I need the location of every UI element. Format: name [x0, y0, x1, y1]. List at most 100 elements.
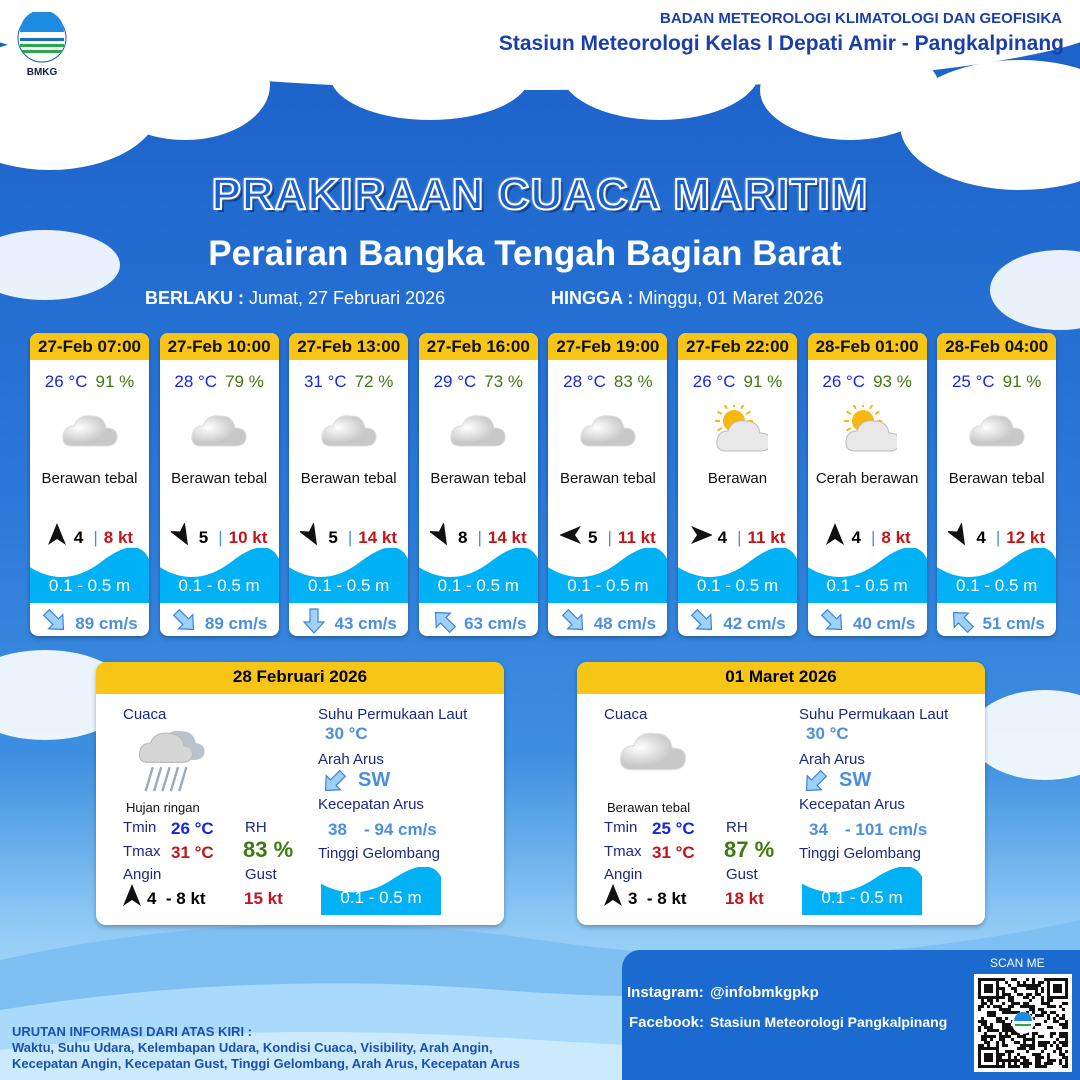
organization-name: BADAN METEOROLOGI KLIMATOLOGI DAN GEOFIS…: [660, 10, 1062, 27]
footer-social: Instagram: @infobmkgpkp Facebook: Stasiu…: [622, 950, 1080, 1080]
wave-height: 0.1 - 0.5 m: [696, 576, 779, 595]
gust-speed: 8 kt: [103, 527, 134, 547]
wave-height: 0.1 - 0.5 m: [340, 888, 422, 907]
station-name: Stasiun Meteorologi Kelas I Depati Amir …: [498, 32, 1064, 55]
current-direction-icon: [300, 607, 328, 636]
humidity: 79 %: [225, 372, 264, 391]
wave-graphic: [678, 547, 797, 603]
daily-panel: 01 Maret 2026 Cuaca Berawan tebal Tmin 2…: [577, 662, 985, 925]
gust-speed: 11 kt: [617, 527, 656, 547]
qr-code-icon[interactable]: [974, 974, 1072, 1072]
current-direction-icon: [560, 607, 588, 636]
wind-direction-icon: [168, 521, 193, 552]
scan-me-label: SCAN ME: [990, 956, 1045, 970]
partly-cloudy-icon: [678, 398, 797, 460]
current-speed-label: Kecepatan Arus: [799, 796, 905, 813]
current-speed-max: - 94 cm/s: [364, 820, 437, 839]
gust-value: 18 kt: [725, 889, 764, 908]
facebook-label: Facebook:: [629, 1014, 705, 1031]
temperature: 26 °C: [822, 372, 866, 391]
gust-label: Gust: [726, 866, 758, 883]
forecast-card: 28-Feb 04:00 25 °C 91 % Berawan tebal 4 | 1…: [937, 333, 1057, 636]
divider: |: [607, 527, 612, 547]
sst-value: 30 °C: [806, 724, 849, 743]
wind-speed: 4: [717, 527, 728, 547]
current-direction-icon: [948, 607, 976, 636]
tmax-label: Tmax: [604, 843, 642, 860]
gust-speed: 14 kt: [358, 527, 397, 547]
facebook-page[interactable]: Stasiun Meteorologi Pangkalpinang: [710, 1014, 948, 1030]
cloud-icon: [160, 398, 279, 460]
cloud-icon: [548, 398, 667, 460]
valid-to-value: Minggu, 01 Maret 2026: [638, 288, 824, 308]
wave-graphic: [548, 547, 668, 603]
current-direction-icon: [819, 607, 847, 636]
forecast-card: 27-Feb 10:00 28 °C 79 % Berawan tebal 5 | 1…: [159, 333, 279, 636]
wave-graphic: [321, 866, 441, 920]
tmin-label: Tmin: [604, 819, 638, 836]
svg-text:BMKG: BMKG: [27, 67, 58, 78]
wave-label: Tinggi Gelombang: [799, 845, 922, 862]
divider: |: [93, 527, 98, 547]
page-subtitle: Perairan Bangka Tengah Bagian Barat: [208, 234, 842, 273]
wind-direction-icon: [298, 521, 322, 552]
wind-speed: 5: [198, 527, 209, 547]
temperature: 26 °C: [692, 372, 736, 391]
forecast-card: 27-Feb 13:00 31 °C 72 % Berawan tebal 5 | 1…: [289, 333, 409, 636]
info-line-1: Waktu, Suhu Udara, Kelembapan Udara, Kon…: [12, 1040, 493, 1055]
current-direction-icon: [430, 607, 458, 636]
tmax-value: 31 °C: [652, 843, 695, 862]
wave-height: 0.1 - 0.5 m: [48, 576, 131, 595]
weather-condition: Berawan tebal: [430, 470, 527, 487]
sst-label: Suhu Permukaan Laut: [318, 706, 468, 723]
wind-label: Angin: [604, 866, 643, 883]
cloud-icon: [419, 398, 538, 460]
divider: |: [870, 527, 876, 547]
weather-condition: Berawan tebal: [41, 470, 138, 487]
wave-height: 0.1 - 0.5 m: [437, 576, 519, 595]
valid-from-value: Jumat, 27 Februari 2026: [249, 288, 446, 308]
temperature: 28 °C: [563, 372, 606, 391]
wind-direction-icon: [946, 521, 970, 552]
forecast-time: 27-Feb 22:00: [678, 333, 797, 360]
gust-speed: 10 kt: [228, 527, 268, 547]
gust-value: 15 kt: [244, 889, 283, 908]
gust-label: Gust: [245, 866, 277, 883]
rh-value: 83 %: [243, 837, 294, 862]
current-direction-label: Arah Arus: [799, 751, 865, 768]
divider: |: [737, 527, 742, 547]
wave-height: 0.1 - 0.5 m: [826, 576, 908, 595]
wave-height: 0.1 - 0.5 m: [821, 888, 903, 907]
bmkg-logo: BMKG: [17, 12, 67, 78]
forecast-time: 28-Feb 01:00: [807, 333, 927, 360]
current-direction-icon: [689, 607, 717, 636]
cloud-icon: [289, 398, 408, 460]
wind-direction-icon: [559, 523, 582, 552]
wave-graphic: [289, 547, 409, 603]
wind-direction-icon: [690, 523, 713, 552]
wave-graphic: [807, 547, 927, 603]
current-direction-value: SW: [839, 769, 872, 791]
wind-speed: 4: [851, 527, 861, 547]
current-speed: 48 cm/s: [593, 613, 657, 633]
cloud-icon: [617, 724, 689, 779]
weather-condition: Berawan tebal: [948, 470, 1045, 487]
current-speed: 89 cm/s: [204, 613, 268, 633]
instagram-handle[interactable]: @infobmkgpkp: [710, 984, 819, 1001]
valid-from: BERLAKU : Jumat, 27 Februari 2026: [145, 288, 445, 309]
wave-graphic: [159, 547, 279, 603]
rh-label: RH: [726, 819, 748, 836]
humidity: 73 %: [484, 372, 524, 391]
info-line-2: Kecepatan Angin, Kecepatan Gust, Tinggi …: [12, 1056, 520, 1071]
current-direction-icon: [41, 607, 69, 636]
current-direction-value: SW: [358, 769, 391, 791]
temperature: 26 °C: [44, 372, 88, 391]
divider: |: [347, 527, 353, 547]
wind-speed: 5: [588, 527, 598, 547]
wave-height: 0.1 - 0.5 m: [178, 576, 260, 595]
wind-direction-icon: [121, 884, 143, 913]
weather-condition: Berawan: [707, 470, 768, 487]
temperature: 31 °C: [303, 372, 347, 391]
weather-condition: Berawan tebal: [559, 470, 656, 487]
info-title: URUTAN INFORMASI DARI ATAS KIRI :: [12, 1024, 252, 1039]
